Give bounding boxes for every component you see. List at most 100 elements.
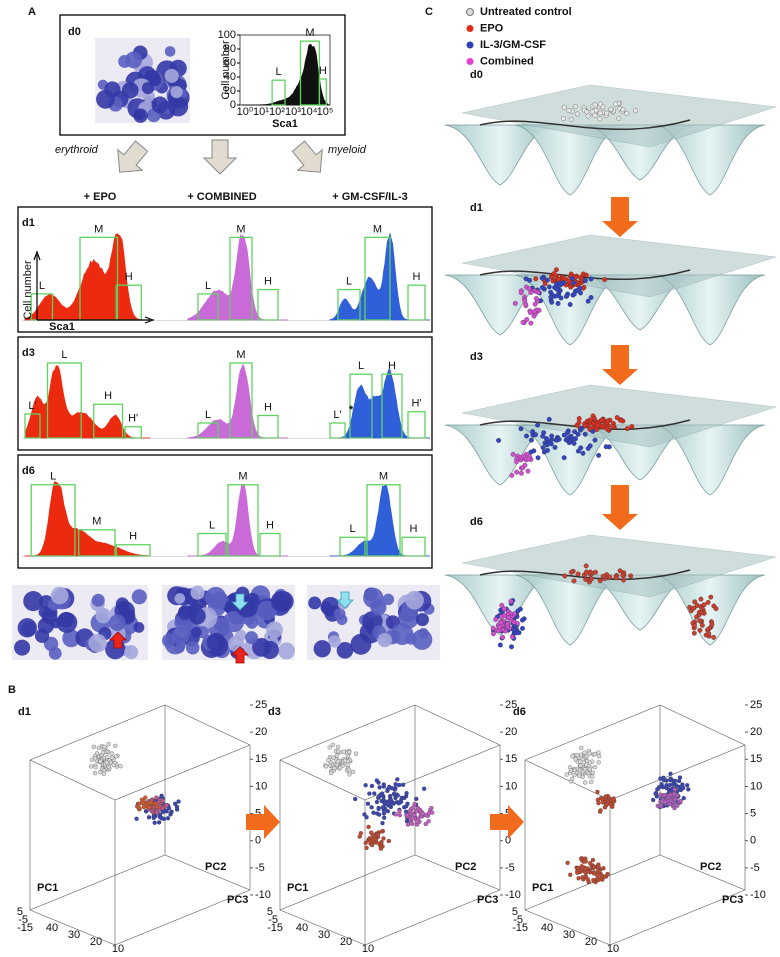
plane — [461, 84, 777, 148]
cell-dot — [604, 426, 610, 431]
gate — [299, 40, 321, 106]
cell-dot — [599, 424, 605, 430]
pc-dot — [591, 864, 597, 870]
legend-label: Combined — [480, 55, 534, 67]
z-tick-label: 10 — [505, 780, 517, 792]
arrow-label: erythroid — [55, 144, 99, 156]
cell-dot — [595, 423, 601, 429]
pc-dot — [152, 820, 157, 825]
cell-dot — [510, 451, 516, 457]
cell-dot — [599, 417, 604, 423]
pc-dot — [388, 793, 393, 799]
gate-label: L' — [28, 400, 36, 412]
pc-dot — [405, 801, 410, 806]
pc-dot — [579, 864, 584, 869]
pc-dot — [675, 803, 680, 808]
cell-dot — [511, 611, 517, 617]
pc-dot — [168, 811, 173, 816]
histogram — [24, 233, 151, 321]
cell — [91, 593, 105, 607]
pc-dot — [332, 766, 337, 771]
y-tick-label: 60 — [224, 57, 236, 69]
pc-dot — [372, 791, 377, 796]
pc-dot — [323, 764, 329, 769]
cell-dot — [620, 107, 626, 113]
plot-label: d1 — [18, 706, 31, 718]
pc-dot — [387, 801, 392, 807]
pc-dot — [668, 793, 673, 798]
axis-title: PC1 — [287, 882, 308, 894]
cell-dot — [524, 433, 529, 439]
pc-dot — [681, 785, 686, 791]
pc-dot — [581, 877, 586, 882]
cell-dot — [585, 298, 591, 304]
cell-dot — [555, 300, 561, 306]
gate-label: H — [264, 275, 272, 287]
orange-arrow — [602, 197, 638, 237]
pointer-arrow — [231, 646, 249, 664]
x-tick-label: 10² — [269, 106, 285, 118]
pc-dot — [397, 808, 402, 814]
pc-dot — [592, 764, 598, 770]
cell-dot — [525, 468, 531, 474]
pc-dot — [583, 780, 588, 785]
pc-dot — [426, 811, 431, 816]
histogram — [242, 43, 329, 106]
pc-dot — [579, 745, 584, 751]
pc-dot — [658, 792, 663, 797]
y-tick-label: 5 — [267, 906, 273, 918]
pc-dot — [583, 866, 589, 872]
pc-dot — [397, 813, 403, 818]
cell-dot — [540, 445, 546, 451]
box-edge — [609, 889, 746, 946]
cell-dot — [699, 610, 705, 616]
cell — [418, 628, 429, 639]
cell-dot — [597, 110, 603, 116]
box-edge — [29, 854, 166, 911]
cell-dot — [587, 569, 593, 575]
pc-dot — [151, 815, 156, 820]
y-tick-label: 80 — [224, 43, 236, 55]
pc-dot — [600, 800, 605, 805]
cell-dot — [597, 578, 603, 584]
pc-dot — [374, 778, 379, 783]
pc-dot — [589, 779, 594, 785]
panel-label: A — [28, 6, 36, 18]
cell-dot — [528, 449, 534, 455]
pc-dot — [329, 770, 334, 776]
cell — [171, 627, 190, 645]
pc-dot — [379, 829, 385, 834]
pc-dot — [369, 842, 375, 848]
gate-label: M — [373, 223, 382, 235]
pc-dot — [426, 819, 431, 824]
day-label: d6 — [22, 465, 35, 477]
pc-dot — [338, 765, 343, 770]
y-tick-label: 5 — [512, 906, 518, 918]
legend-label: Untreated control — [480, 6, 572, 18]
pc-dot — [415, 819, 420, 824]
pc-dot — [381, 782, 386, 787]
pc-dot — [672, 778, 678, 784]
pc-dot — [655, 787, 660, 792]
pc-dot — [375, 832, 381, 837]
cell-dot — [604, 110, 610, 116]
cell-dot — [551, 271, 557, 277]
box-edge — [29, 704, 166, 761]
cell-dot — [571, 280, 577, 286]
pc-dot — [596, 760, 601, 765]
cell — [190, 626, 202, 638]
box-edge — [29, 759, 116, 801]
cell-dot — [527, 277, 532, 283]
x-tick-label: 10 — [607, 943, 619, 955]
cell — [350, 633, 372, 655]
cell-dot — [518, 470, 524, 476]
pc-dot — [136, 805, 142, 811]
pc-dot — [369, 783, 375, 789]
cell-dot — [616, 116, 622, 121]
cell — [313, 640, 331, 658]
cell — [336, 641, 354, 659]
cell-dot — [505, 621, 511, 627]
pc-dot — [380, 820, 385, 826]
x-tick-label: 30 — [563, 929, 575, 941]
axis-title: PC2 — [700, 861, 721, 873]
